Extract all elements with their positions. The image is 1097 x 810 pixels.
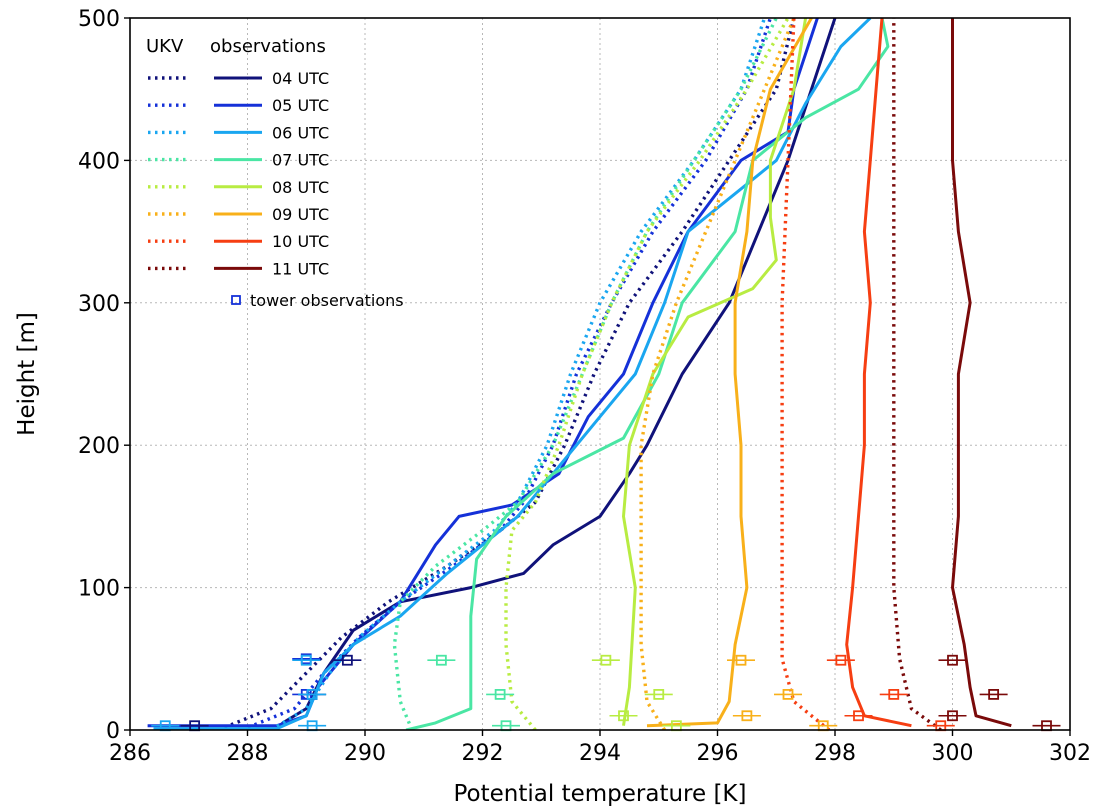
y-tick-label: 100 [78, 577, 120, 602]
grid [130, 18, 1070, 730]
y-tick-label: 400 [78, 149, 120, 174]
x-tick-label: 302 [1049, 741, 1091, 766]
tower-point-10-utc [835, 654, 847, 666]
ukv-line-08-utc [504, 18, 790, 730]
y-tick-label: 0 [106, 719, 120, 744]
tower-point-10-utc [853, 710, 864, 722]
x-tick-label: 296 [697, 741, 739, 766]
ukv-line-06-utc [270, 18, 767, 730]
obs-line-09-utc [646, 18, 813, 728]
series-lines [147, 18, 1012, 730]
legend-label-05-utc: 05 UTC [272, 96, 329, 115]
obs-line-11-utc [951, 18, 1012, 728]
tower-point-11-utc [988, 689, 1000, 700]
ukv-line-07-utc [392, 18, 778, 730]
y-tick-label: 500 [78, 7, 120, 32]
tower-markers [151, 653, 1061, 732]
legend-obs-header: observations [210, 36, 326, 57]
ukv-line-10-utc [780, 18, 831, 730]
y-tick-label: 300 [78, 292, 120, 317]
x-tick-label: 298 [814, 741, 856, 766]
tower-point-04-utc [341, 654, 353, 666]
tower-point-08-utc [618, 710, 629, 722]
tower-point-06-utc [306, 689, 318, 700]
x-tick-label: 292 [462, 741, 504, 766]
x-tick-label: 294 [579, 741, 621, 766]
tower-point-07-utc [435, 654, 447, 666]
obs-line-10-utc [845, 18, 912, 728]
legend-label-08-utc: 08 UTC [272, 178, 329, 197]
ukv-line-11-utc [892, 18, 942, 730]
tower-point-09-utc [735, 654, 747, 666]
tower-point-10-utc [888, 689, 900, 700]
legend: UKV observations 04 UTC 05 UTC 06 UTC 07 UT… [146, 36, 404, 310]
x-tick-label: 288 [227, 741, 269, 766]
legend-label-09-utc: 09 UTC [272, 205, 329, 224]
legend-label-04-utc: 04 UTC [272, 69, 329, 88]
tower-point-08-utc [653, 689, 665, 700]
tower-point-07-utc [494, 689, 506, 700]
tower-point-08-utc [600, 654, 612, 666]
legend-label-06-utc: 06 UTC [272, 123, 329, 142]
tower-point-06-utc [300, 654, 312, 666]
x-tick-label: 290 [344, 741, 386, 766]
x-axis-label: Potential temperature [K] [454, 781, 747, 807]
legend-label-10-utc: 10 UTC [272, 232, 329, 251]
tower-point-11-utc [947, 710, 958, 722]
ukv-line-09-utc [639, 18, 796, 730]
obs-line-07-utc [405, 18, 890, 730]
y-axis-label: Height [m] [14, 312, 40, 436]
legend-label-07-utc: 07 UTC [272, 151, 329, 170]
legend-model-header: UKV [146, 36, 184, 57]
axis-ticks: 286 288 290 292 294 296 298 300 302 0 100 200 300 400… [78, 7, 1091, 766]
tower-point-09-utc [741, 710, 753, 722]
legend-tower-swatch [231, 295, 241, 305]
x-tick-label: 286 [109, 741, 151, 766]
y-tick-label: 200 [78, 434, 120, 459]
obs-line-08-utc [622, 18, 808, 726]
legend-tower-label: tower observations [250, 291, 404, 310]
tower-point-09-utc [782, 689, 794, 700]
legend-label-11-utc: 11 UTC [272, 259, 329, 278]
tower-point-11-utc [947, 654, 958, 666]
x-tick-label: 300 [932, 741, 974, 766]
